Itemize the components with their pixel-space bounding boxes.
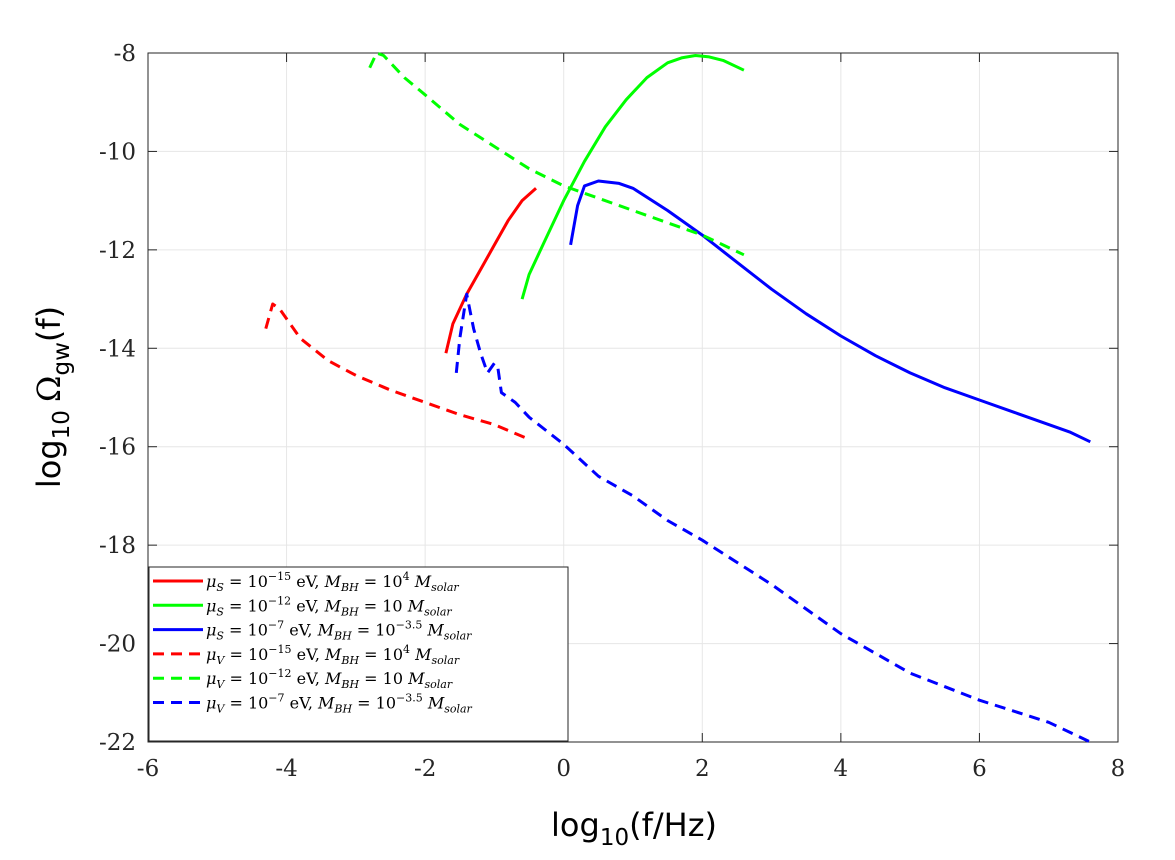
legend-label-5: μV = 10−12 eV, MBH = 10 Msolar [206, 667, 453, 691]
x-tick-label: -4 [275, 756, 297, 782]
x-tick-label: 8 [1111, 756, 1126, 782]
x-tick-label: 6 [972, 756, 987, 782]
series-line-5 [368, 51, 745, 257]
x-tick-label: 2 [695, 756, 710, 782]
series-line-4 [264, 302, 530, 441]
y-tick-label: -18 [99, 533, 136, 559]
legend-label-4: μV = 10−15 eV, MBH = 104 Msolar [206, 643, 460, 667]
legend-label-1: μS = 10−15 eV, MBH = 104 Msolar [206, 570, 459, 594]
ticks: -6 -4 -2 0 2 4 6 8-22-20-18-16-14-12-10-8 [99, 41, 1125, 782]
x-tick-label: -6 [137, 756, 159, 782]
y-tick-label: -8 [114, 41, 136, 67]
series-line-3 [569, 179, 1091, 444]
y-tick-label: -20 [99, 632, 136, 658]
y-tick-label: -14 [99, 336, 136, 362]
y-tick-label: -16 [99, 435, 136, 461]
series-line-2 [520, 54, 745, 300]
y-axis-title: log10Ωgw(f) [30, 306, 75, 488]
legend-label-6: μV = 10−7 eV, MBH = 10−3.5 Msolar [206, 692, 473, 716]
y-tick-label: -22 [99, 730, 136, 756]
x-tick-label: -2 [414, 756, 436, 782]
x-tick-label: 4 [834, 756, 849, 782]
x-axis-title: log10(f/Hz) [551, 806, 717, 851]
y-tick-label: -10 [99, 139, 136, 165]
legend-label-3: μS = 10−7 eV, MBH = 10−3.5 Msolar [206, 619, 472, 643]
series-group [264, 51, 1091, 744]
plot-frame [147, 52, 1119, 743]
x-tick-label: 0 [556, 756, 571, 782]
legend-box [148, 566, 569, 742]
legend-label-2: μS = 10−12 eV, MBH = 10 Msolar [206, 594, 452, 618]
series-line-6 [454, 292, 1091, 744]
series-line-1 [444, 187, 537, 354]
y-tick-label: -12 [99, 238, 136, 264]
